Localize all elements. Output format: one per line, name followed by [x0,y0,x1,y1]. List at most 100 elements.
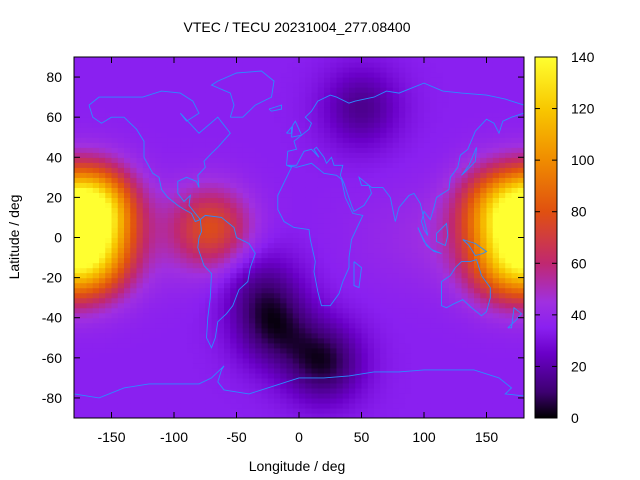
heatmap-cell [436,122,444,128]
heatmap-cell [192,72,200,78]
heatmap-cell [99,272,106,279]
heatmap-cell [480,247,488,254]
heatmap-cell [449,92,456,98]
heatmap-cell [299,377,306,384]
heatmap-cell [399,387,406,394]
heatmap-cell [149,322,156,329]
heatmap-cell [461,197,469,203]
heatmap-cell [117,377,125,384]
heatmap-cell [417,177,425,183]
heatmap-cell [186,237,194,244]
heatmap-cell [311,402,319,409]
heatmap-cell [274,397,281,404]
heatmap-cell [330,352,338,359]
heatmap-cell [461,272,469,279]
heatmap-cell [374,97,381,103]
heatmap-cell [355,62,363,68]
heatmap-cell [192,282,200,289]
heatmap-cell [242,102,250,108]
heatmap-cell [111,107,119,113]
heatmap-cell [317,142,325,148]
heatmap-cell [249,252,256,259]
heatmap-cell [430,207,438,214]
heatmap-cell [486,367,494,374]
heatmap-cell [280,387,288,394]
heatmap-cell [392,187,400,193]
heatmap-cell [274,157,281,163]
heatmap-cell [136,152,144,158]
heatmap-cell [155,142,163,148]
heatmap-cell [261,182,269,188]
heatmap-cell [180,327,188,334]
heatmap-cell [230,132,238,138]
heatmap-cell [461,102,469,108]
heatmap-cell [192,162,200,168]
heatmap-cell [392,292,400,299]
heatmap-cell [492,127,500,133]
heatmap-cell [92,142,100,148]
heatmap-cell [392,147,400,153]
heatmap-cell [142,137,150,143]
heatmap-cell [142,272,150,279]
heatmap-cell [155,412,163,418]
heatmap-cell [424,77,431,83]
heatmap-cell [311,412,319,418]
heatmap-cell [399,137,406,143]
heatmap-cell [280,247,288,254]
heatmap-cell [424,62,431,68]
heatmap-cell [455,247,463,254]
heatmap-cell [224,267,231,274]
heatmap-cell [105,267,113,274]
heatmap-cell [224,202,231,209]
heatmap-cell [336,137,344,143]
heatmap-cell [80,312,88,319]
heatmap-cell [286,287,294,294]
heatmap-cell [117,397,125,404]
heatmap-cell [330,92,338,98]
heatmap-cell [455,172,463,178]
heatmap-cell [92,77,100,83]
heatmap-cell [80,287,88,294]
heatmap-cell [492,77,500,83]
heatmap-cell [330,347,338,354]
heatmap-cell [192,347,200,354]
heatmap-cell [142,382,150,389]
heatmap-cell [117,132,125,138]
heatmap-cell [217,57,225,63]
heatmap-cell [161,407,169,414]
heatmap-cell [424,67,431,73]
heatmap-cell [249,377,256,384]
heatmap-cell [311,392,319,399]
heatmap-cell [492,342,500,349]
heatmap-cell [124,312,131,319]
heatmap-cell [136,197,144,203]
heatmap-cell [305,332,313,339]
heatmap-cell [374,232,381,239]
heatmap-cell [411,152,419,158]
heatmap-cell [392,252,400,259]
heatmap-cell [386,197,394,203]
heatmap-cell [405,182,413,188]
heatmap-cell [230,327,238,334]
heatmap-cell [211,387,219,394]
heatmap-cell [392,167,400,173]
heatmap-cell [330,267,338,274]
heatmap-cell [130,257,138,264]
heatmap-cell [167,282,175,289]
heatmap-cell [361,137,369,143]
heatmap-cell [117,147,125,153]
heatmap-cell [417,352,425,359]
heatmap-cell [436,202,444,209]
heatmap-cell [217,387,225,394]
heatmap-cell [361,202,369,209]
heatmap-cell [99,257,106,264]
heatmap-cell [74,367,81,374]
heatmap-cell [161,237,169,244]
heatmap-cell [205,142,213,148]
heatmap-cell [405,302,413,309]
heatmap-cell [192,207,200,214]
heatmap-cell [111,247,119,254]
heatmap-cell [217,297,225,304]
heatmap-cell [142,227,150,234]
heatmap-cell [405,132,413,138]
